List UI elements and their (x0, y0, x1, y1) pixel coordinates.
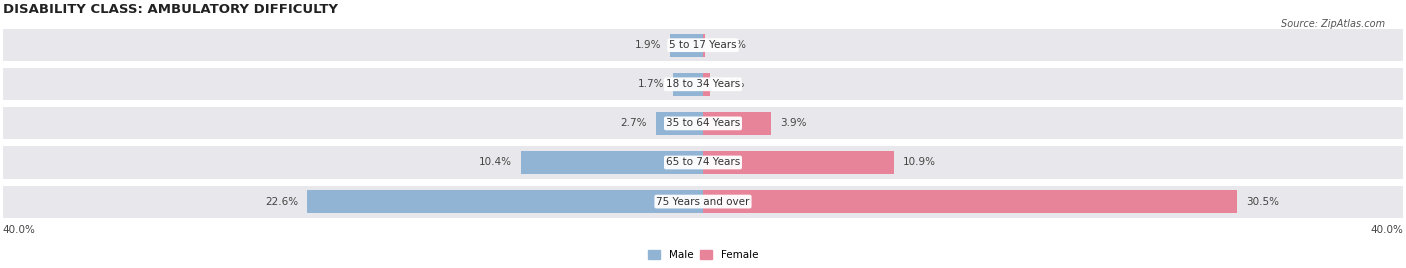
Bar (3, 107, 1403, 139)
Bar (703, 112, 772, 135)
Bar (673, 73, 703, 96)
Bar (703, 73, 710, 96)
Text: 5 to 17 Years: 5 to 17 Years (669, 40, 737, 50)
Text: 35 to 64 Years: 35 to 64 Years (666, 118, 740, 128)
Bar (3, 68, 1403, 100)
Text: 0.12%: 0.12% (714, 40, 747, 50)
Text: 65 to 74 Years: 65 to 74 Years (666, 158, 740, 168)
Text: 2.7%: 2.7% (620, 118, 647, 128)
Bar (308, 190, 703, 213)
Bar (3, 29, 1403, 61)
Bar (703, 34, 704, 57)
Text: 18 to 34 Years: 18 to 34 Years (666, 79, 740, 89)
Text: 10.9%: 10.9% (903, 158, 935, 168)
Text: 1.9%: 1.9% (634, 40, 661, 50)
Legend: Male, Female: Male, Female (644, 246, 762, 265)
Bar (669, 34, 703, 57)
Bar (703, 190, 1237, 213)
Text: 40.0%: 40.0% (1371, 225, 1403, 235)
Text: 30.5%: 30.5% (1246, 196, 1278, 207)
Bar (703, 151, 894, 174)
Text: 3.9%: 3.9% (780, 118, 807, 128)
Bar (3, 146, 1403, 178)
Text: 40.0%: 40.0% (3, 225, 35, 235)
Bar (655, 112, 703, 135)
Bar (522, 151, 703, 174)
Text: 22.6%: 22.6% (266, 196, 298, 207)
Text: 75 Years and over: 75 Years and over (657, 196, 749, 207)
Text: Source: ZipAtlas.com: Source: ZipAtlas.com (1281, 19, 1385, 29)
Text: 0.4%: 0.4% (718, 79, 745, 89)
Text: 1.7%: 1.7% (638, 79, 665, 89)
Text: DISABILITY CLASS: AMBULATORY DIFFICULTY: DISABILITY CLASS: AMBULATORY DIFFICULTY (3, 3, 337, 16)
Text: 10.4%: 10.4% (479, 158, 512, 168)
Bar (3, 185, 1403, 218)
